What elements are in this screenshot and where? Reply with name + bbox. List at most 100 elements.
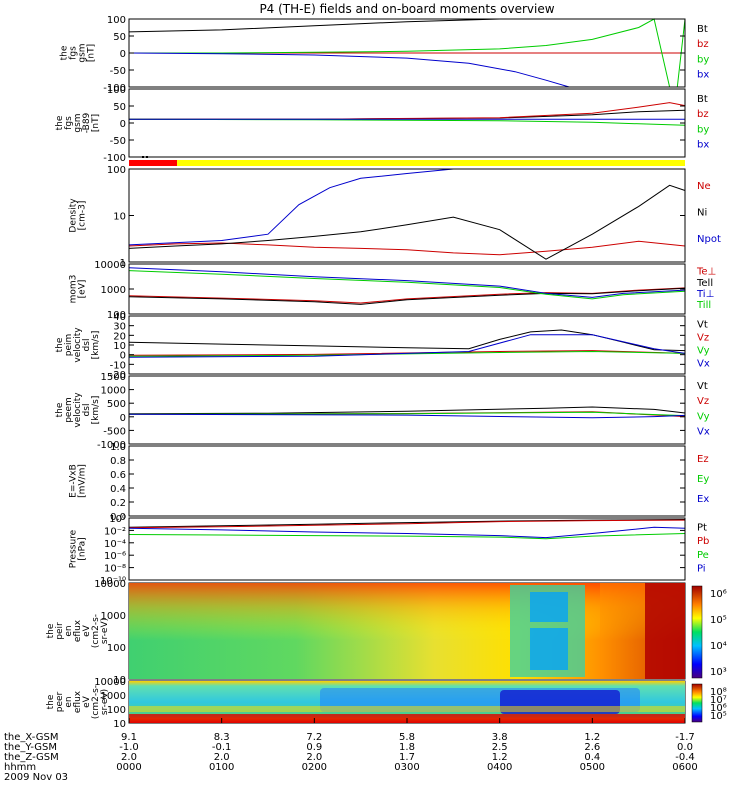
y-tick-label: 0.4 (110, 484, 126, 495)
x-tick-label: 0400 (487, 762, 512, 773)
y-axis-label: (cm2-s- (91, 685, 101, 719)
y-axis-label: dsl (82, 404, 92, 417)
series-line-fgs_zoom (129, 102, 686, 120)
legend-label: Pe (697, 550, 709, 561)
legend-label: Ni (697, 208, 707, 219)
y-axis-label: [cm-3] (78, 201, 88, 231)
legend-label: by (697, 54, 709, 65)
series-line-velocity_peim (128, 350, 686, 357)
y-axis-label: peir (55, 622, 65, 640)
series-line-velocity_peim (128, 329, 686, 352)
y-axis-label: [nPa] (78, 537, 88, 560)
x-tick-label: 0500 (580, 762, 605, 773)
x-tick-label: 7.2 (306, 732, 322, 743)
x-tick-label: -1.0 (119, 742, 139, 753)
x-tick-label: 0.4 (584, 752, 600, 763)
colorbar-label: 10⁵ (710, 711, 727, 722)
y-axis-label: [km/s] (91, 331, 101, 360)
series-line-density (128, 240, 686, 256)
y-tick-label: -50 (110, 136, 126, 147)
y-tick-label: 10 (113, 719, 126, 730)
panel-frame (128, 445, 686, 517)
panel-frame (128, 315, 686, 375)
y-tick-label: 100 (107, 165, 126, 176)
series-line-pressure (128, 526, 686, 539)
series-line-velocity_peim (128, 334, 686, 358)
y-axis-label: the (60, 45, 70, 60)
y-axis-label: mom3 (69, 275, 79, 304)
peer-colorbar (691, 683, 703, 723)
x-tick-label: 2.0 (121, 752, 137, 763)
x-tick-label: -0.4 (675, 752, 695, 763)
y-axis-label: -B89 (82, 112, 92, 133)
series-line-temperature (128, 267, 686, 298)
peir-colorbar (691, 585, 703, 679)
y-tick-label: 1.0 (110, 442, 126, 453)
y-axis-label: fgs (69, 46, 79, 60)
series-line-velocity_peem (128, 406, 686, 415)
x-tick-label: -0.1 (212, 742, 232, 753)
colorbar-label: 10⁸ (710, 687, 727, 698)
series-line-pressure (128, 533, 686, 540)
x-tick-label: 1.8 (399, 742, 415, 753)
x-tick-label: 2.6 (584, 742, 600, 753)
y-tick-label: -100 (103, 153, 126, 164)
y-axis-label: peer (55, 691, 65, 712)
figure-title: P4 (TH-E) fields and on-board moments ov… (259, 2, 554, 16)
colorbar-label: 10⁷ (710, 695, 727, 706)
x-tick-label: 0200 (302, 762, 327, 773)
y-axis-label: [nT] (91, 114, 101, 132)
legend-label: bz (697, 109, 709, 120)
series-line-fgs (128, 18, 685, 33)
peer-spectrogram (129, 681, 685, 723)
x-tick-label: 0.0 (677, 742, 693, 753)
x-tick-label: -1.7 (675, 732, 695, 743)
series-line-velocity_peim (128, 350, 686, 356)
y-tick-label: 50 (113, 32, 126, 43)
legend-label: Vx (697, 426, 710, 437)
y-tick-label: 1000 (101, 691, 126, 702)
y-tick-label: 50 (113, 102, 126, 113)
y-tick-label: 40 (113, 312, 126, 323)
legend-label: Ex (697, 494, 709, 505)
y-axis-label: peem (64, 397, 74, 423)
y-tick-label: 0.2 (110, 498, 126, 509)
legend-label: Vz (697, 396, 709, 407)
legend-label: Ne (697, 181, 711, 192)
legend-label: by (697, 124, 709, 135)
x-tick-label: 2.0 (214, 752, 230, 763)
x-axis-row-label: the_Y-GSM (4, 742, 57, 753)
y-axis-label: the (46, 623, 56, 638)
y-tick-label: 1500 (101, 372, 126, 383)
y-tick-label: -20 (110, 370, 126, 381)
y-tick-label: 10000 (94, 579, 126, 590)
y-tick-label: -50 (110, 66, 126, 77)
peir-spectrogram (129, 583, 685, 679)
legend-label: Te⊥ (696, 267, 716, 278)
y-tick-label: 100 (107, 643, 126, 654)
x-tick-label: 0300 (394, 762, 419, 773)
x-axis-row-label: 2009 Nov 03 (4, 772, 68, 783)
y-tick-label: 100 (107, 310, 126, 321)
x-tick-label: 0000 (116, 762, 141, 773)
y-tick-label: 0 (120, 49, 126, 60)
y-tick-label: 10 (113, 341, 126, 352)
y-tick-label: 0 (120, 119, 126, 130)
y-tick-label: 10⁻⁴ (104, 539, 126, 550)
legend-label: Vy (697, 346, 710, 357)
y-axis-label: sr-eV) (100, 618, 110, 644)
legend-label: bx (697, 69, 709, 80)
y-axis-label: (cm2-s- (91, 614, 101, 648)
y-tick-label: 0.0 (110, 512, 126, 523)
y-tick-label: 1000 (101, 285, 126, 296)
panel-fgs_zoom: Bt bz by bx 100 50 0 -50 -100 the fgs gsm -B89 [nT] (55, 85, 709, 164)
y-axis-label: peim (64, 334, 74, 357)
series-line-density (128, 168, 454, 246)
legend-label: Till (696, 300, 711, 311)
x-tick-label: 5.8 (399, 732, 415, 743)
series-line-temperature (128, 270, 686, 300)
y-axis-label: the (55, 337, 65, 352)
legend-label: Vz (697, 333, 709, 344)
legend-label: Pt (697, 522, 707, 533)
